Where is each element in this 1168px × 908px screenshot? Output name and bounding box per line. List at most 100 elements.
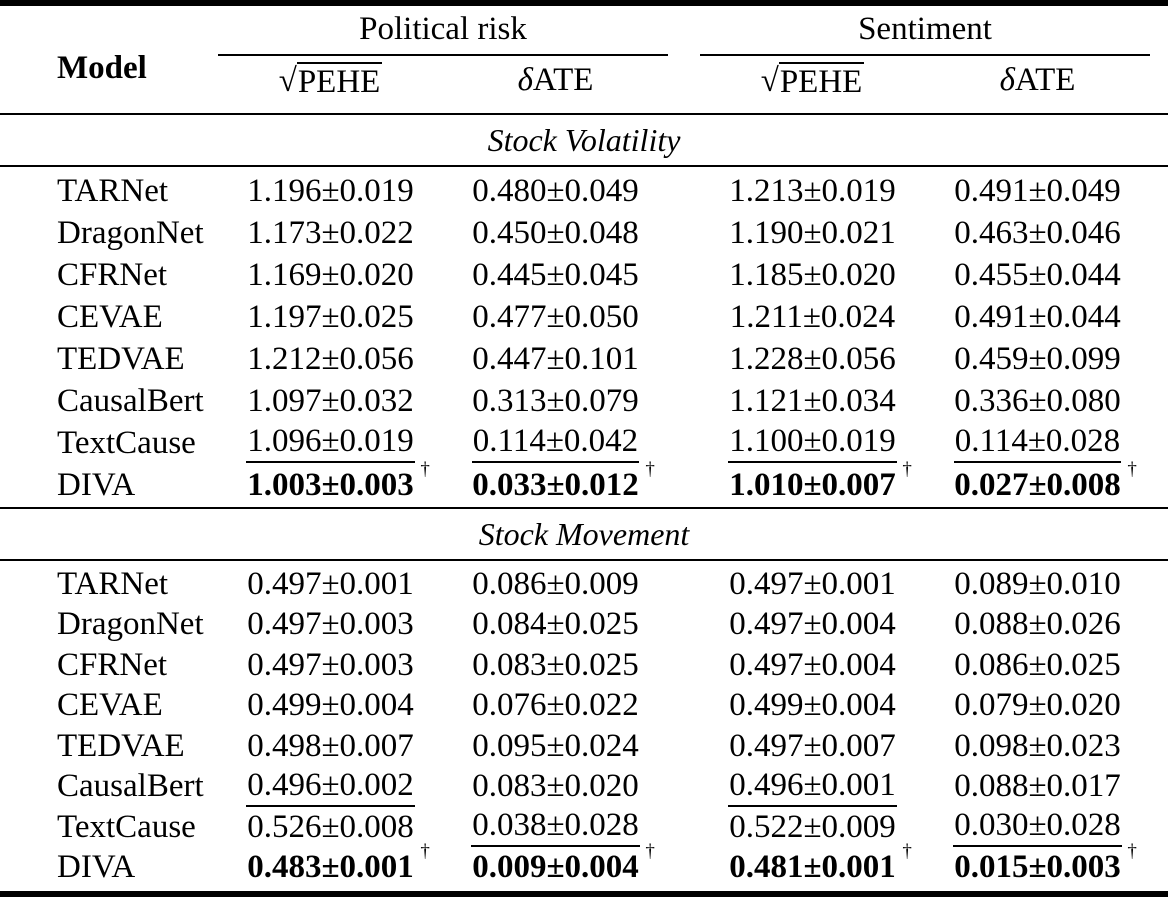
metric-value-cell: 0.499±0.004 <box>700 687 925 724</box>
political-risk-underline-rule <box>218 54 668 56</box>
metric-value-cell: 1.010±0.007 † <box>700 460 925 504</box>
metric-value-text: 0.455±0.044 <box>954 256 1121 293</box>
model-name: TextCause <box>57 424 196 461</box>
table-row: TARNet 0.497±0.001 0.086±0.009 0.497±0.001 0… <box>0 564 1168 605</box>
metric-value-text: 0.498±0.007 <box>247 727 414 764</box>
model-name: DragonNet <box>57 214 204 251</box>
metric-value-cell: 1.100±0.019 <box>700 423 925 463</box>
section-title: Stock Movement <box>478 515 690 552</box>
metric-value-cell: 0.496±0.002 <box>218 767 443 807</box>
table-row: CEVAE 1.197±0.025 0.477±0.050 1.211±0.024 0.… <box>0 296 1168 338</box>
column-header-political-pehe: √PEHE <box>218 62 443 101</box>
column-group-political-risk: Political risk <box>359 11 527 47</box>
dagger-significance-marker: † <box>645 458 655 480</box>
model-name: TEDVAE <box>57 340 185 377</box>
metric-value-text: 1.196±0.019 <box>247 172 414 209</box>
metric-value-text: 0.496±0.001 <box>728 767 897 807</box>
table-row: CausalBert 1.097±0.032 0.313±0.079 1.121±0.… <box>0 380 1168 422</box>
metric-value: 0.522±0.009 <box>729 809 896 846</box>
column-header-sentiment-ate: δATE <box>925 62 1150 99</box>
dagger-significance-marker: † <box>902 841 912 863</box>
metric-value: 0.477±0.050 <box>472 299 639 336</box>
metric-value: 0.086±0.009 <box>472 566 639 603</box>
metric-value-text: 1.169±0.020 <box>247 256 414 293</box>
metric-value-cell: 1.213±0.019 <box>700 173 925 210</box>
metric-value-text: 0.088±0.017 <box>954 768 1121 805</box>
section-title: Stock Volatility <box>487 121 681 158</box>
metric-value-cell: 0.076±0.022 <box>443 687 668 724</box>
metric-value-cell: 0.088±0.026 <box>925 606 1150 643</box>
metric-value-cell: 0.463±0.046 <box>925 215 1150 252</box>
metric-value-text: 0.083±0.020 <box>472 768 639 805</box>
metric-value: 0.496±0.001 <box>728 767 897 807</box>
metric-value-cell: 0.009±0.004 † <box>443 842 668 886</box>
metric-value: 0.450±0.048 <box>472 215 639 252</box>
metric-value: 0.076±0.022 <box>472 687 639 724</box>
metric-value-text: 1.010±0.007 <box>729 466 896 503</box>
dagger-significance-marker: † <box>420 841 430 863</box>
metric-value-text: 0.526±0.008 <box>247 808 414 845</box>
metric-value-text: 1.185±0.020 <box>729 256 896 293</box>
metric-value-cell: 0.088±0.017 <box>925 768 1150 805</box>
metric-value-text: 0.491±0.049 <box>954 172 1121 209</box>
metric-value: 0.033±0.012 † <box>472 460 655 504</box>
dagger-significance-marker: † <box>902 458 912 480</box>
metric-value-text: 1.100±0.019 <box>728 423 897 463</box>
section-rows: TARNet 0.497±0.001 0.086±0.009 0.497±0.001 0… <box>0 561 1168 891</box>
metric-value: 0.089±0.010 <box>954 566 1121 603</box>
metric-value-text: 0.088±0.026 <box>954 606 1121 643</box>
metric-value: 0.497±0.003 <box>247 606 414 643</box>
metric-value: 0.491±0.049 <box>954 173 1121 210</box>
metric-value-text: 0.497±0.004 <box>729 646 896 683</box>
model-name: CEVAE <box>57 687 163 724</box>
metric-value: 0.095±0.024 <box>472 728 639 765</box>
metric-value: 0.079±0.020 <box>954 687 1121 724</box>
metric-value: 1.100±0.019 <box>728 423 897 463</box>
metric-value-cell: 0.522±0.009 <box>700 809 925 846</box>
metric-value-cell: 0.497±0.004 <box>700 647 925 684</box>
metric-value-cell: 0.114±0.028 <box>925 423 1150 463</box>
metric-value-cell: 0.480±0.049 <box>443 173 668 210</box>
metric-value-text: 1.211±0.024 <box>729 298 896 335</box>
metric-value-text: 0.496±0.002 <box>246 767 415 807</box>
metric-value: 0.481±0.001 † <box>729 842 912 886</box>
metric-value-cell: 0.491±0.044 <box>925 299 1150 336</box>
metric-value-text: 0.086±0.009 <box>472 565 639 602</box>
metric-value: 0.086±0.025 <box>954 647 1121 684</box>
metric-value: 0.459±0.099 <box>954 341 1121 378</box>
metric-value: 0.497±0.003 <box>247 647 414 684</box>
metric-value-cell: 0.336±0.080 <box>925 383 1150 420</box>
metric-value-cell: 1.121±0.034 <box>700 383 925 420</box>
metric-value: 1.010±0.007 † <box>729 460 912 504</box>
metric-value: 1.185±0.020 <box>729 257 896 294</box>
sqrt-pehe-symbol: √PEHE <box>760 62 865 100</box>
metric-value-cell: 1.228±0.056 <box>700 341 925 378</box>
metric-value-text: 0.497±0.004 <box>729 606 896 643</box>
metric-value: 0.499±0.004 <box>247 687 414 724</box>
metric-value-cell: 0.086±0.009 <box>443 566 668 603</box>
section-rows: TARNet 1.196±0.019 0.480±0.049 1.213±0.019 0… <box>0 167 1168 507</box>
metric-value-cell: 0.445±0.045 <box>443 257 668 294</box>
metric-value-cell: 1.169±0.020 <box>218 257 443 294</box>
metric-value-text: 1.097±0.032 <box>247 382 414 419</box>
metric-value-cell: 0.497±0.001 <box>700 566 925 603</box>
metric-value-cell: 0.497±0.001 <box>218 566 443 603</box>
metric-value-cell: 0.083±0.020 <box>443 768 668 805</box>
metric-value-cell: 0.038±0.028 <box>443 807 668 848</box>
metric-value-text: 0.089±0.010 <box>954 565 1121 602</box>
metric-value: 0.114±0.042 <box>471 423 640 463</box>
metric-value-cell: 0.481±0.001 † <box>700 842 925 886</box>
table-row: CFRNet 0.497±0.003 0.083±0.025 0.497±0.004 0… <box>0 645 1168 686</box>
sqrt-pehe-symbol: √PEHE <box>278 62 383 100</box>
metric-value: 1.096±0.019 <box>246 423 415 463</box>
model-name: DIVA <box>57 466 136 503</box>
metric-value-cell: 0.447±0.101 <box>443 341 668 378</box>
metric-value-text: 0.445±0.045 <box>472 256 639 293</box>
metric-value-text: 1.197±0.025 <box>247 298 414 335</box>
section-band: Stock Volatility <box>0 115 1168 167</box>
metric-value: 0.114±0.028 <box>953 423 1122 463</box>
metric-value-cell: 0.089±0.010 <box>925 566 1150 603</box>
metric-value-text: 0.463±0.046 <box>954 214 1121 251</box>
table-row: TARNet 1.196±0.019 0.480±0.049 1.213±0.019 0… <box>0 170 1168 212</box>
